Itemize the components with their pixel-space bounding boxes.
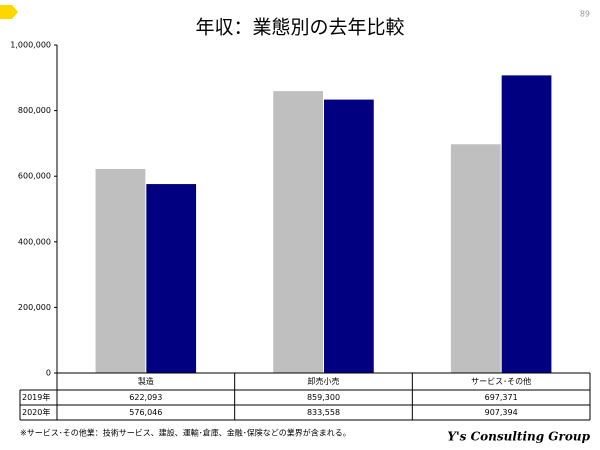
bar bbox=[324, 99, 374, 373]
table-value: 622,093 bbox=[129, 393, 162, 402]
footnote: ※サービス･その他業：技術サービス、建設、運輸･倉庫、金融･保険などの業界が含ま… bbox=[20, 428, 351, 438]
corner-arrow bbox=[0, 5, 18, 19]
bar bbox=[146, 184, 197, 373]
brand: Y's Consulting Group bbox=[447, 430, 590, 444]
bar bbox=[95, 168, 146, 373]
table-value: 859,300 bbox=[307, 393, 340, 402]
y-tick-label: 1,000,000 bbox=[10, 41, 51, 50]
page-number: 89 bbox=[580, 10, 590, 19]
legend-label: 2019年 bbox=[22, 392, 50, 402]
chart-title: 年収：業態別の去年比較 bbox=[195, 17, 404, 39]
table-value: 697,371 bbox=[485, 393, 518, 402]
y-tick-label: 0 bbox=[46, 369, 51, 378]
table-value: 576,046 bbox=[129, 408, 162, 417]
y-tick-label: 600,000 bbox=[18, 172, 51, 181]
bar bbox=[450, 144, 501, 373]
y-tick-label: 800,000 bbox=[18, 106, 51, 115]
table-value: 833,558 bbox=[307, 408, 340, 417]
bar bbox=[501, 75, 552, 374]
y-tick-label: 400,000 bbox=[18, 237, 51, 246]
bar bbox=[273, 91, 323, 373]
table-value: 907,394 bbox=[485, 408, 518, 417]
legend-label: 2020年 bbox=[22, 407, 50, 417]
x-tick-label: 製造 bbox=[138, 376, 154, 386]
x-tick-label: サービス･その他 bbox=[471, 376, 531, 386]
x-tick-label: 卸売小売 bbox=[308, 376, 340, 386]
y-tick-label: 200,000 bbox=[18, 303, 51, 312]
